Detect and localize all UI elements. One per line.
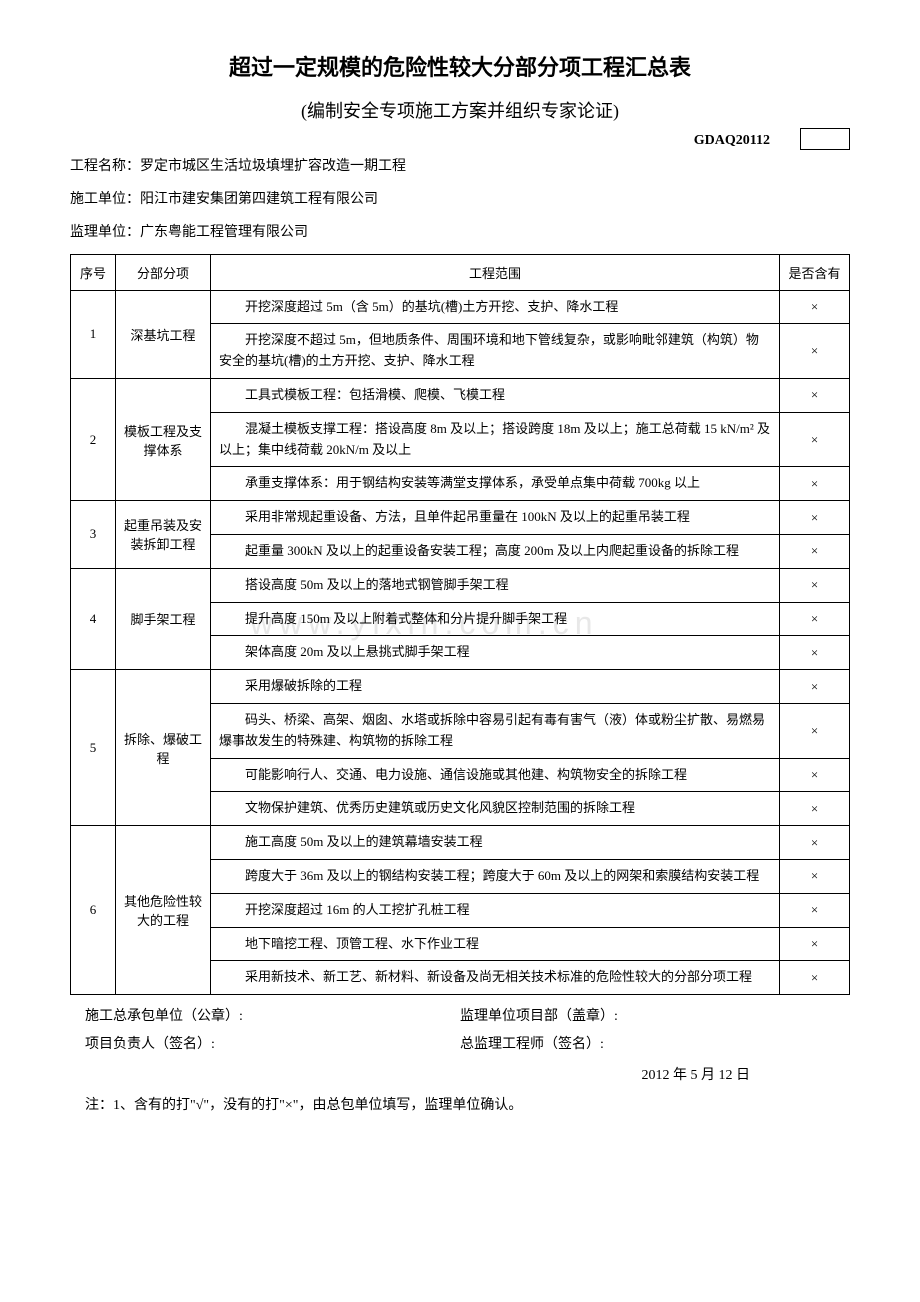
cell-scope: 起重量 300kN 及以上的起重设备安装工程；高度 200m 及以上内爬起重设备… xyxy=(211,534,780,568)
main-table: 序号 分部分项 工程范围 是否含有 1深基坑工程开挖深度超过 5m（含 5m）的… xyxy=(70,254,850,996)
cell-mark: × xyxy=(780,792,850,826)
page-title: 超过一定规模的危险性较大分部分项工程汇总表 xyxy=(70,50,850,82)
table-header-row: 序号 分部分项 工程范围 是否含有 xyxy=(71,254,850,290)
cell-mark: × xyxy=(780,602,850,636)
cell-category: 起重吊装及安装拆卸工程 xyxy=(116,501,211,569)
supervision-unit-line: 监理单位：广东粤能工程管理有限公司 xyxy=(70,220,850,245)
cell-mark: × xyxy=(780,290,850,324)
construction-label: 施工单位： xyxy=(70,192,140,207)
table-row: 2模板工程及支撑体系工具式模板工程：包括滑模、爬模、飞模工程× xyxy=(71,378,850,412)
table-row: 4脚手架工程搭设高度 50m 及以上的落地式钢管脚手架工程× xyxy=(71,568,850,602)
cell-mark: × xyxy=(780,670,850,704)
supervisor-dept-signature: 监理单位项目部（盖章）: xyxy=(460,1003,850,1031)
header-mark: 是否含有 xyxy=(780,254,850,290)
code-box xyxy=(800,128,850,150)
cell-seq: 4 xyxy=(71,568,116,669)
cell-mark: × xyxy=(780,826,850,860)
cell-scope: 架体高度 20m 及以上悬挑式脚手架工程 xyxy=(211,636,780,670)
date-line: 2012 年 5 月 12 日 xyxy=(70,1064,850,1084)
cell-category: 脚手架工程 xyxy=(116,568,211,669)
cell-scope: 提升高度 150m 及以上附着式整体和分片提升脚手架工程 xyxy=(211,602,780,636)
project-label: 工程名称： xyxy=(70,159,140,174)
cell-mark: × xyxy=(780,378,850,412)
cell-mark: × xyxy=(780,636,850,670)
cell-scope: 开挖深度不超过 5m，但地质条件、周围环境和地下管线复杂，或影响毗邻建筑（构筑）… xyxy=(211,324,780,379)
cell-mark: × xyxy=(780,893,850,927)
project-name-line: 工程名称：罗定市城区生活垃圾填埋扩容改造一期工程 xyxy=(70,154,850,179)
cell-scope: 施工高度 50m 及以上的建筑幕墙安装工程 xyxy=(211,826,780,860)
construction-unit-line: 施工单位：阳江市建安集团第四建筑工程有限公司 xyxy=(70,187,850,212)
cell-seq: 5 xyxy=(71,670,116,826)
page-subtitle: (编制安全专项施工方案并组织专家论证) xyxy=(70,97,850,123)
contractor-signature: 施工总承包单位（公章）: xyxy=(70,1003,460,1031)
cell-seq: 3 xyxy=(71,501,116,569)
cell-mark: × xyxy=(780,534,850,568)
table-row: 6其他危险性较大的工程施工高度 50m 及以上的建筑幕墙安装工程× xyxy=(71,826,850,860)
cell-mark: × xyxy=(780,412,850,467)
document-content: 超过一定规模的危险性较大分部分项工程汇总表 (编制安全专项施工方案并组织专家论证… xyxy=(70,50,850,1114)
cell-mark: × xyxy=(780,324,850,379)
supervision-label: 监理单位： xyxy=(70,225,140,240)
header-category: 分部分项 xyxy=(116,254,211,290)
footnote: 注：1、含有的打"√"，没有的打"×"，由总包单位填写，监理单位确认。 xyxy=(70,1094,850,1114)
cell-mark: × xyxy=(780,501,850,535)
form-code-row: GDAQ20112 xyxy=(70,133,850,149)
cell-scope: 承重支撑体系：用于钢结构安装等满堂支撑体系，承受单点集中荷载 700kg 以上 xyxy=(211,467,780,501)
cell-category: 模板工程及支撑体系 xyxy=(116,378,211,500)
table-row: 3起重吊装及安装拆卸工程采用非常规起重设备、方法，且单件起吊重量在 100kN … xyxy=(71,501,850,535)
cell-scope: 跨度大于 36m 及以上的钢结构安装工程；跨度大于 60m 及以上的网架和索膜结… xyxy=(211,859,780,893)
cell-scope: 采用非常规起重设备、方法，且单件起吊重量在 100kN 及以上的起重吊装工程 xyxy=(211,501,780,535)
cell-scope: 采用新技术、新工艺、新材料、新设备及尚无相关技术标准的危险性较大的分部分项工程 xyxy=(211,961,780,995)
table-row: 5拆除、爆破工程采用爆破拆除的工程× xyxy=(71,670,850,704)
cell-scope: 文物保护建筑、优秀历史建筑或历史文化风貌区控制范围的拆除工程 xyxy=(211,792,780,826)
cell-scope: 采用爆破拆除的工程 xyxy=(211,670,780,704)
cell-seq: 2 xyxy=(71,378,116,500)
cell-mark: × xyxy=(780,467,850,501)
cell-seq: 6 xyxy=(71,826,116,995)
cell-scope: 搭设高度 50m 及以上的落地式钢管脚手架工程 xyxy=(211,568,780,602)
cell-scope: 可能影响行人、交通、电力设施、通信设施或其他建、构筑物安全的拆除工程 xyxy=(211,758,780,792)
cell-mark: × xyxy=(780,568,850,602)
header-scope: 工程范围 xyxy=(211,254,780,290)
table-row: 1深基坑工程开挖深度超过 5m（含 5m）的基坑(槽)土方开挖、支护、降水工程× xyxy=(71,290,850,324)
supervision-value: 广东粤能工程管理有限公司 xyxy=(140,225,308,240)
pm-signature: 项目负责人（签名）: xyxy=(70,1031,460,1059)
cell-scope: 码头、桥梁、高架、烟囱、水塔或拆除中容易引起有毒有害气（液）体或粉尘扩散、易燃易… xyxy=(211,703,780,758)
signature-block: 施工总承包单位（公章）: 监理单位项目部（盖章）: 项目负责人（签名）: 总监理… xyxy=(70,1003,850,1059)
cell-mark: × xyxy=(780,703,850,758)
cell-seq: 1 xyxy=(71,290,116,378)
cell-category: 深基坑工程 xyxy=(116,290,211,378)
header-seq: 序号 xyxy=(71,254,116,290)
cell-category: 拆除、爆破工程 xyxy=(116,670,211,826)
chief-signature: 总监理工程师（签名）: xyxy=(460,1031,850,1059)
cell-scope: 混凝土模板支撑工程：搭设高度 8m 及以上；搭设跨度 18m 及以上；施工总荷载… xyxy=(211,412,780,467)
project-value: 罗定市城区生活垃圾填埋扩容改造一期工程 xyxy=(140,159,406,174)
construction-value: 阳江市建安集团第四建筑工程有限公司 xyxy=(140,192,378,207)
cell-scope: 开挖深度超过 5m（含 5m）的基坑(槽)土方开挖、支护、降水工程 xyxy=(211,290,780,324)
cell-mark: × xyxy=(780,758,850,792)
form-code: GDAQ20112 xyxy=(694,133,770,148)
cell-scope: 开挖深度超过 16m 的人工挖扩孔桩工程 xyxy=(211,893,780,927)
cell-scope: 工具式模板工程：包括滑模、爬模、飞模工程 xyxy=(211,378,780,412)
cell-mark: × xyxy=(780,961,850,995)
cell-scope: 地下暗挖工程、顶管工程、水下作业工程 xyxy=(211,927,780,961)
cell-mark: × xyxy=(780,927,850,961)
cell-category: 其他危险性较大的工程 xyxy=(116,826,211,995)
cell-mark: × xyxy=(780,859,850,893)
